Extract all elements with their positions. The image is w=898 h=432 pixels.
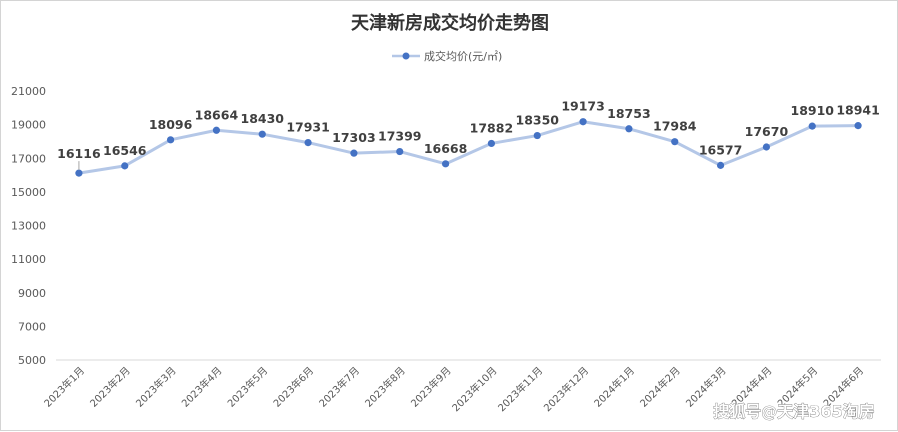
y-tick-label: 7000: [18, 320, 46, 333]
data-label: 16546: [103, 143, 147, 158]
watermark-text: 搜狐号@天津365淘房: [713, 402, 874, 421]
y-tick-label: 21000: [11, 85, 46, 98]
chart-title: 天津新房成交均价走势图: [351, 12, 549, 34]
data-point: [854, 122, 862, 130]
data-label: 18753: [607, 106, 651, 121]
legend-marker: [402, 52, 410, 60]
data-label: 17670: [745, 124, 789, 139]
series-group: [75, 118, 862, 177]
data-point: [212, 126, 221, 134]
data-label: 18096: [149, 117, 193, 132]
data-point: [808, 122, 816, 130]
x-tick-label: 2023年9月: [408, 364, 454, 410]
data-label: 16668: [424, 141, 468, 156]
x-tick-label: 2023年2月: [87, 364, 133, 410]
data-label: 16116: [57, 146, 101, 161]
y-tick-label: 13000: [11, 220, 46, 233]
data-point: [762, 143, 771, 151]
data-point: [487, 139, 496, 148]
x-tick-label: 2023年4月: [179, 364, 225, 410]
x-tick-label: 2023年6月: [270, 364, 316, 410]
x-tick-label: 2023年3月: [133, 364, 179, 410]
data-point: [121, 162, 129, 170]
y-tick-label: 15000: [11, 186, 46, 199]
series-line: [78, 120, 859, 175]
data-point: [75, 169, 83, 177]
y-axis: 5000 7000 9000 11000 13000 15000 17000 19000 210…: [11, 85, 46, 367]
data-label: 17984: [653, 119, 697, 134]
data-label: 17303: [332, 130, 376, 145]
y-tick-label: 17000: [11, 152, 46, 165]
data-label: 18664: [195, 107, 239, 122]
data-point: [396, 147, 404, 156]
data-label: 19173: [561, 99, 605, 114]
data-point: [716, 161, 725, 169]
data-point: [441, 160, 450, 168]
data-point: [350, 149, 358, 157]
x-tick-label: 2023年10月: [449, 364, 499, 414]
data-label: 17399: [378, 129, 422, 144]
legend: 成交均价(元/㎡): [392, 49, 502, 63]
data-label: 16577: [699, 142, 743, 157]
data-point: [579, 118, 587, 126]
y-tick-label: 5000: [18, 354, 46, 367]
data-label: 17882: [470, 120, 514, 135]
data-label: 18430: [241, 111, 285, 126]
x-tick-label: 2024年1月: [591, 364, 637, 410]
x-tick-label: 2023年8月: [362, 364, 408, 410]
x-tick-label: 2023年7月: [316, 364, 362, 410]
y-tick-label: 19000: [11, 119, 46, 132]
y-tick-label: 9000: [18, 287, 46, 300]
x-tick-label: 2024年2月: [637, 364, 683, 410]
data-point: [625, 125, 633, 133]
data-point: [304, 138, 312, 147]
x-tick-label: 2023年11月: [495, 364, 545, 414]
data-label: 17931: [286, 120, 330, 135]
x-tick-label: 2023年5月: [225, 364, 271, 410]
data-point: [671, 138, 679, 146]
legend-label: 成交均价(元/㎡): [424, 49, 502, 63]
data-label: 18350: [516, 113, 560, 128]
data-label: 18910: [791, 103, 835, 118]
y-tick-label: 11000: [11, 253, 46, 266]
data-point: [258, 130, 266, 138]
data-label: 18941: [836, 103, 880, 118]
data-point: [166, 136, 175, 144]
x-tick-label: 2023年12月: [541, 364, 591, 414]
x-tick-label: 2023年1月: [41, 364, 87, 410]
data-point: [533, 131, 541, 140]
